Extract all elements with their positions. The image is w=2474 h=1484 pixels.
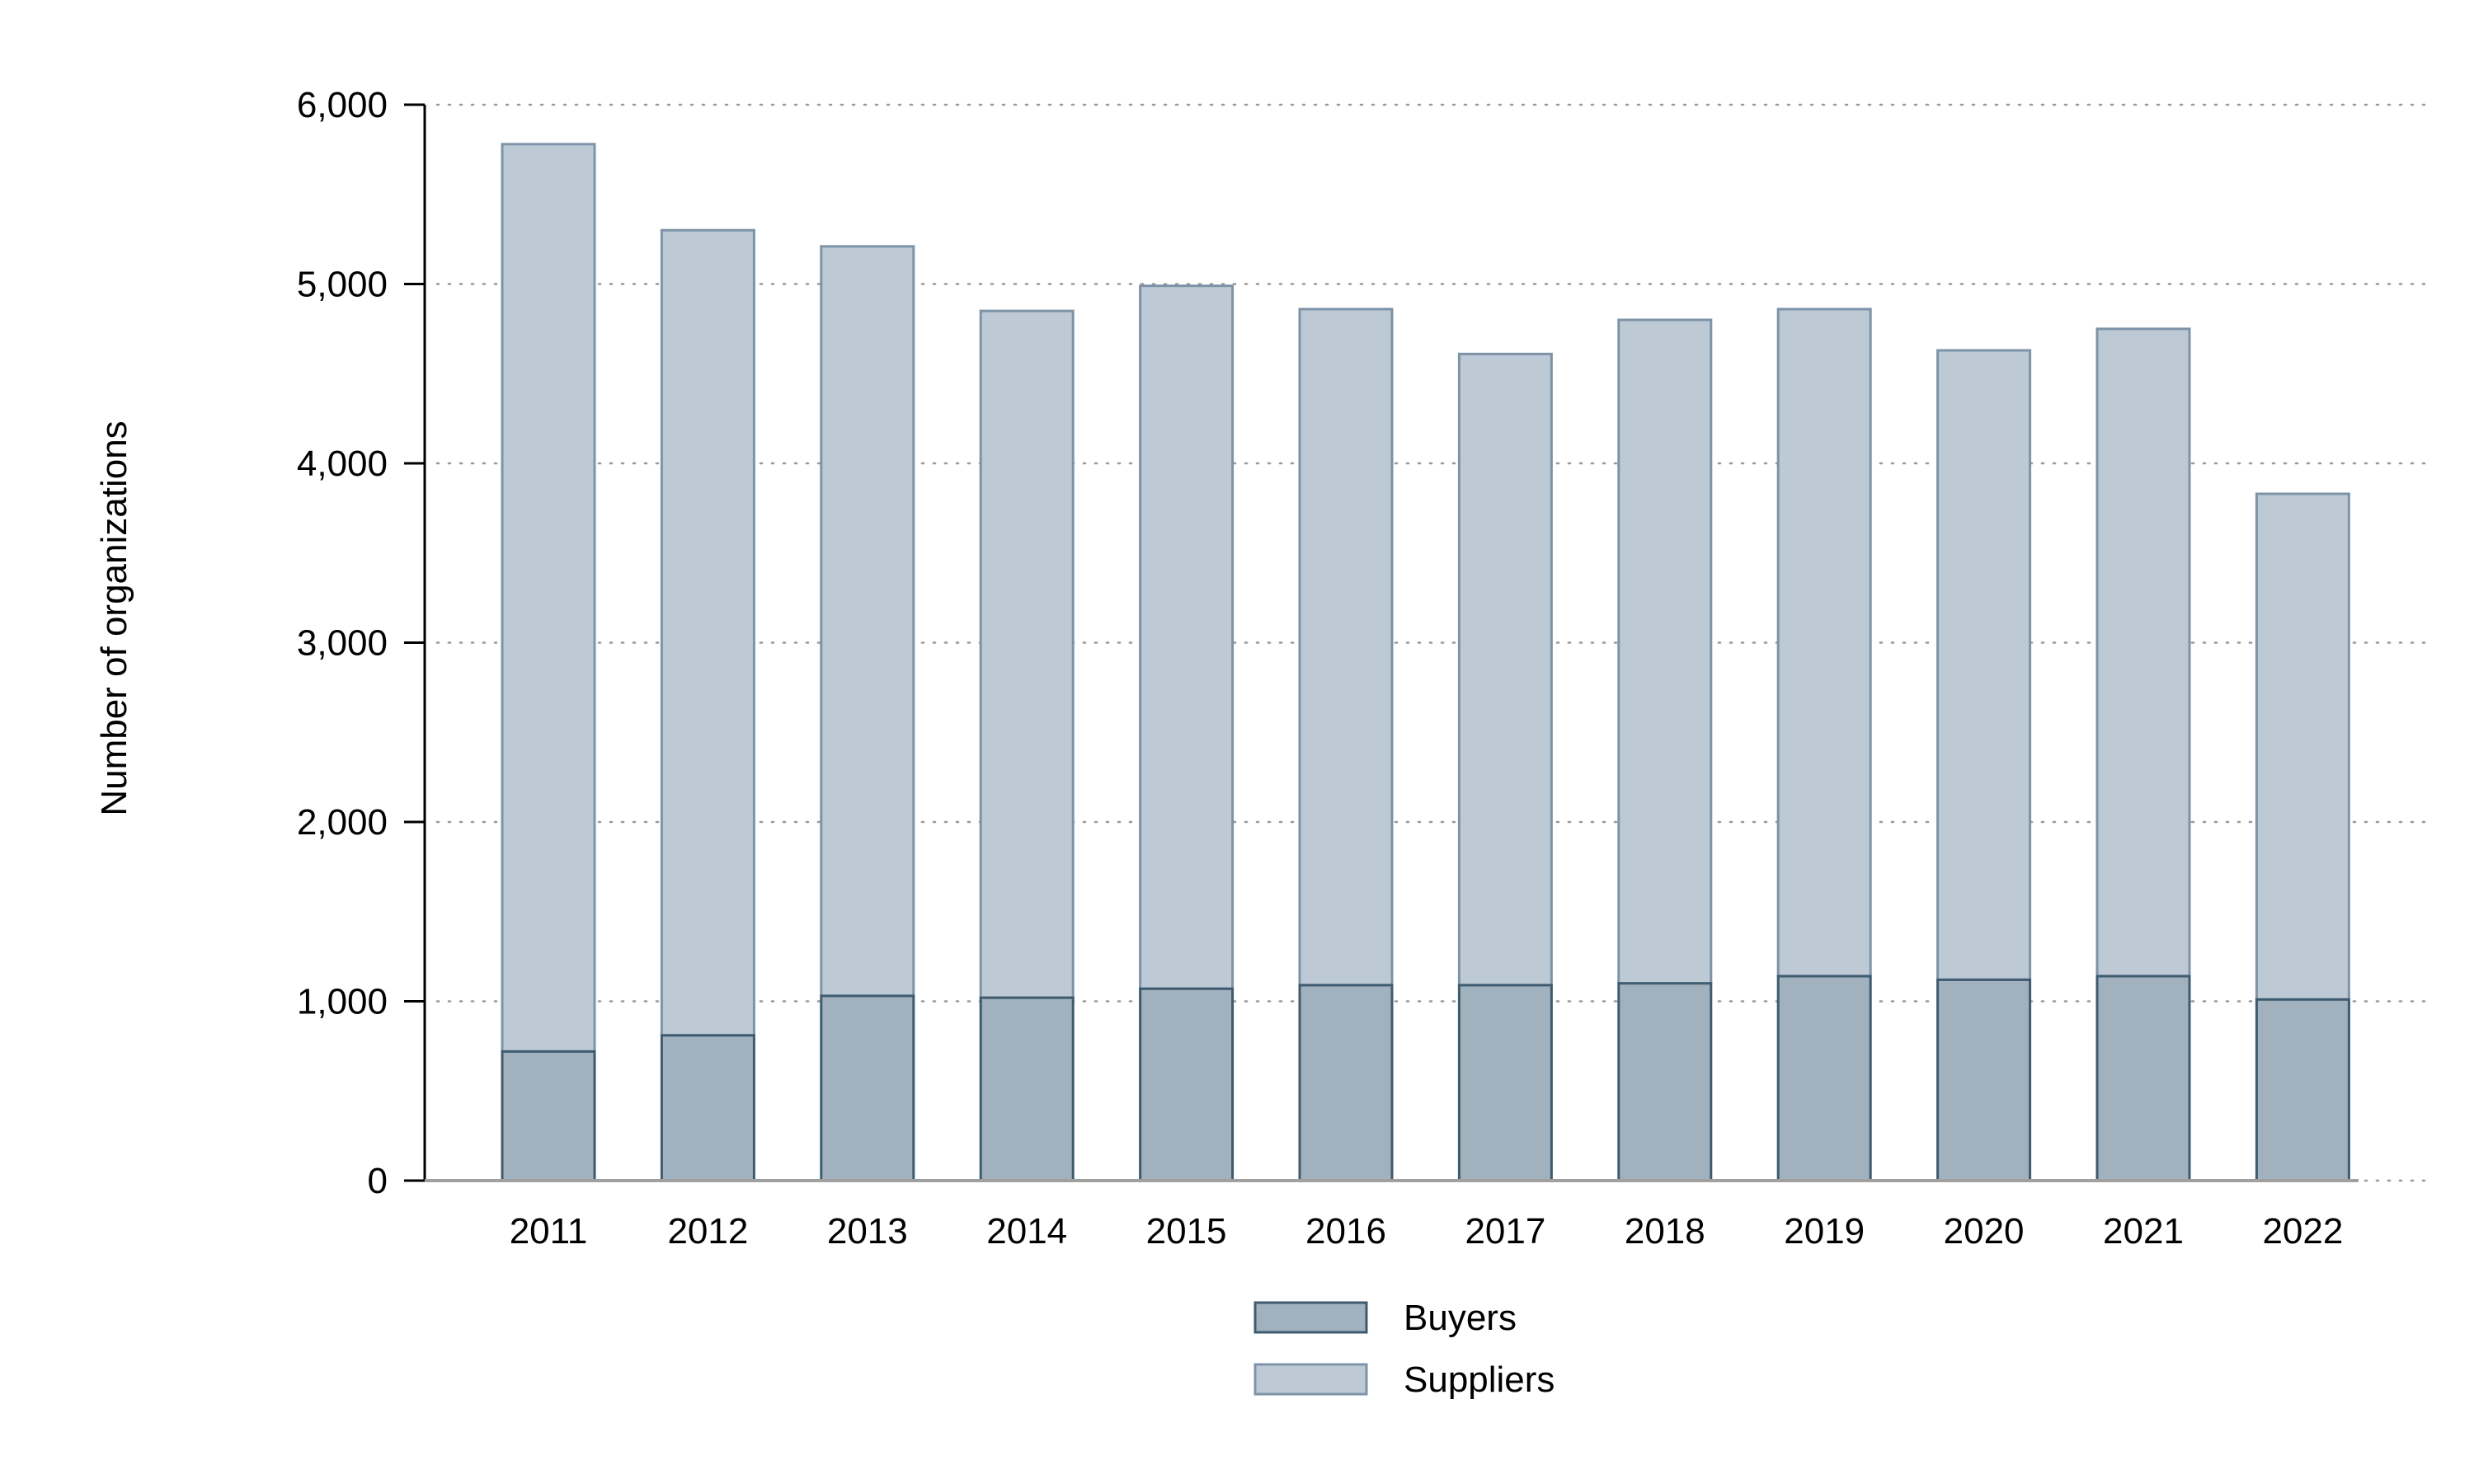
bar-buyers-2019 bbox=[1776, 974, 1872, 1182]
bar-buyers-2020 bbox=[1936, 978, 2032, 1182]
x-tick-label: 2019 bbox=[1784, 1211, 1865, 1252]
bar-suppliers-2011 bbox=[501, 143, 596, 1053]
x-tick-label: 2018 bbox=[1625, 1211, 1705, 1252]
x-axis-ticks: 2011 2012 2013 2014 2015 2016 2017 2018 2019 2020… bbox=[510, 1211, 2344, 1252]
x-tick-label: 2017 bbox=[1465, 1211, 1545, 1252]
legend-label-suppliers: Suppliers bbox=[1404, 1360, 1554, 1400]
x-tick-label: 2012 bbox=[667, 1211, 748, 1252]
bar-suppliers-2017 bbox=[1457, 352, 1553, 987]
x-tick-label: 2021 bbox=[2103, 1211, 2184, 1252]
x-tick-label: 2020 bbox=[1944, 1211, 2025, 1252]
bar-buyers-2018 bbox=[1617, 982, 1713, 1182]
bar-suppliers-2021 bbox=[2095, 327, 2191, 978]
bar-suppliers-2014 bbox=[979, 309, 1075, 999]
bar-buyers-2014 bbox=[979, 996, 1075, 1182]
bar-buyers-2022 bbox=[2255, 998, 2350, 1182]
y-tick-label: 2,000 bbox=[297, 802, 388, 843]
bar-suppliers-2013 bbox=[820, 245, 915, 998]
legend-swatch-buyers bbox=[1253, 1301, 1368, 1334]
y-tick-label: 0 bbox=[368, 1161, 388, 1201]
bar-buyers-2017 bbox=[1457, 984, 1553, 1182]
y-tick-label: 6,000 bbox=[297, 85, 388, 125]
x-tick-label: 2015 bbox=[1146, 1211, 1227, 1252]
y-tick-label: 4,000 bbox=[297, 444, 388, 484]
y-tick-label: 1,000 bbox=[297, 982, 388, 1022]
bar-suppliers-2019 bbox=[1776, 308, 1872, 978]
x-tick-label: 2022 bbox=[2262, 1211, 2343, 1252]
bar-suppliers-2012 bbox=[660, 228, 755, 1037]
y-tick-label: 3,000 bbox=[297, 623, 388, 664]
bar-suppliers-2015 bbox=[1139, 284, 1235, 990]
x-tick-label: 2011 bbox=[510, 1211, 588, 1252]
bar-suppliers-2022 bbox=[2255, 492, 2350, 1001]
x-tick-label: 2016 bbox=[1305, 1211, 1386, 1252]
bar-buyers-2012 bbox=[660, 1034, 755, 1182]
bar-suppliers-2018 bbox=[1617, 318, 1713, 985]
legend: Buyers Suppliers bbox=[1253, 1298, 1554, 1400]
bar-suppliers-2016 bbox=[1298, 308, 1394, 987]
bars bbox=[501, 143, 2350, 1182]
y-axis-title: Number of organizations bbox=[94, 420, 134, 815]
bar-buyers-2011 bbox=[501, 1050, 596, 1182]
y-tick-label: 5,000 bbox=[297, 265, 388, 305]
bar-buyers-2013 bbox=[820, 994, 915, 1182]
legend-swatch-suppliers bbox=[1253, 1363, 1368, 1396]
x-tick-label: 2014 bbox=[986, 1211, 1067, 1252]
y-axis-ticks: 0 1,000 2,000 3,000 4,000 5,000 6,000 bbox=[297, 85, 425, 1201]
bar-buyers-2016 bbox=[1298, 984, 1394, 1182]
bar-buyers-2015 bbox=[1139, 987, 1235, 1182]
legend-label-buyers: Buyers bbox=[1404, 1298, 1517, 1338]
bar-suppliers-2020 bbox=[1936, 349, 2032, 981]
bar-buyers-2021 bbox=[2095, 974, 2191, 1182]
x-tick-label: 2013 bbox=[827, 1211, 908, 1252]
